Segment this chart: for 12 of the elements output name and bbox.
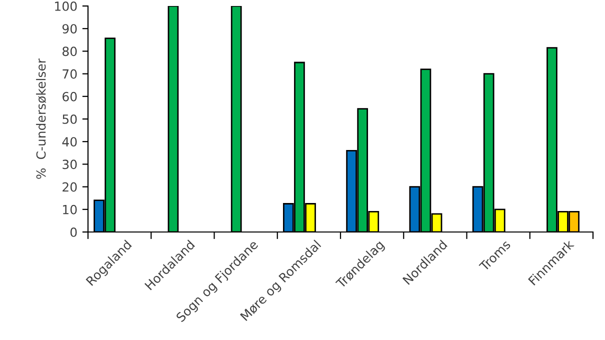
y-tick-label: 50 — [62, 114, 77, 124]
y-tick-label: 30 — [62, 160, 77, 170]
y-tick-label: 0 — [70, 227, 77, 237]
y-tick-label: 10 — [63, 204, 77, 214]
y-tick-label: 60 — [62, 92, 77, 102]
y-tick-label: 100 — [55, 1, 77, 11]
y-tick-label: 20 — [62, 182, 77, 192]
y-tick-label: 40 — [62, 137, 77, 147]
y-tick-label: 90 — [62, 24, 77, 34]
y-tick-label: 80 — [62, 46, 77, 56]
y-axis-title: % C-undersøkelser — [36, 58, 46, 179]
y-tick-label: 70 — [62, 69, 77, 79]
